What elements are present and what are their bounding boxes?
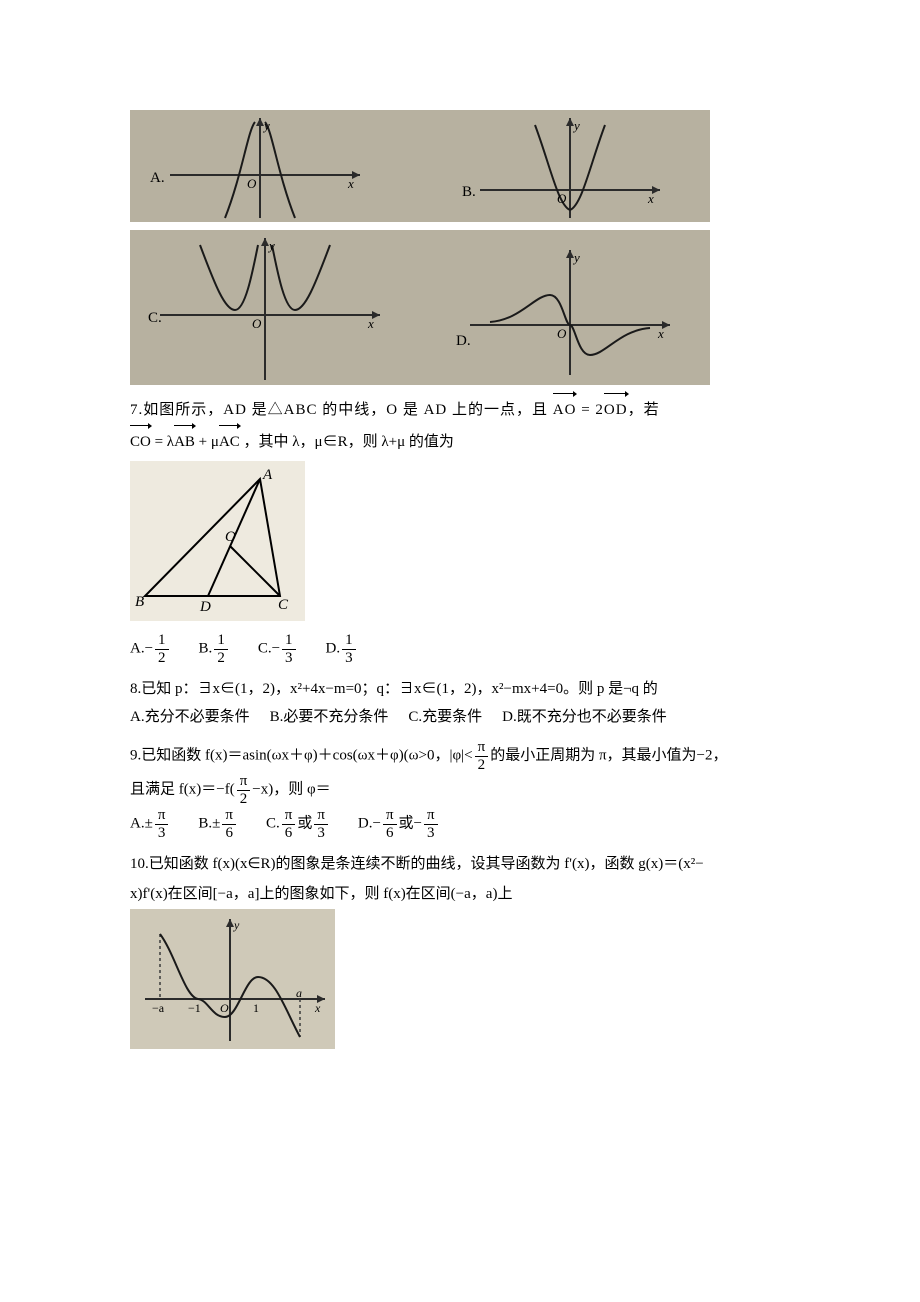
q6-graph-row-1: A. y O x B. y O x bbox=[130, 110, 790, 222]
svg-text:y: y bbox=[267, 238, 275, 253]
svg-text:x: x bbox=[314, 1001, 321, 1015]
q10-t1: 已知函数 f(x)(x∈R)的图象是条连续不断的曲线，设其导函数为 f'(x)，… bbox=[149, 856, 704, 872]
vec-ab: AB bbox=[174, 425, 195, 457]
svg-text:O: O bbox=[220, 1001, 229, 1015]
q7-choice-a: A.−12 bbox=[130, 632, 171, 666]
q7-figure: A B C D O bbox=[130, 461, 790, 632]
svg-text:D.: D. bbox=[456, 333, 471, 349]
svg-text:x: x bbox=[657, 326, 664, 341]
q9-line2: 且满足 f(x)＝−f(π2−x)，则 φ＝ bbox=[130, 773, 790, 807]
vec-ao: AO bbox=[553, 393, 577, 425]
vec-od: OD bbox=[604, 393, 628, 425]
svg-text:B.: B. bbox=[462, 184, 476, 200]
svg-text:A: A bbox=[262, 467, 273, 483]
graph-option-a: A. y O x B. y O x bbox=[130, 110, 710, 222]
svg-text:O: O bbox=[247, 176, 257, 191]
q7-text: 7.如图所示，AD 是△ABC 的中线，O 是 AD 上的一点，且 AO = 2… bbox=[130, 393, 790, 425]
svg-text:a: a bbox=[296, 986, 302, 1000]
q9-choices: A.±π3 B.±π6 C.π6或π3 D.−π6或−π3 bbox=[130, 807, 790, 841]
q9-number: 9. bbox=[130, 747, 141, 763]
q9-choice-b: B.±π6 bbox=[198, 807, 238, 841]
svg-text:x: x bbox=[647, 191, 654, 206]
q7-eq1: = 2 bbox=[576, 402, 603, 418]
q10-number: 10. bbox=[130, 856, 149, 872]
q9-choice-d: D.−π6或−π3 bbox=[358, 807, 440, 841]
q9-choice-a: A.±π3 bbox=[130, 807, 170, 841]
q8-choice-a: A.充分不必要条件 bbox=[130, 704, 250, 731]
svg-text:O: O bbox=[557, 191, 567, 206]
svg-text:x: x bbox=[367, 316, 374, 331]
q10-figure: −a −1 O 1 a x y bbox=[130, 909, 790, 1060]
q7-t1: 如图所示，AD 是△ABC 的中线，O 是 AD 上的一点，且 bbox=[143, 402, 553, 418]
q9-t4: −x)，则 φ＝ bbox=[252, 781, 330, 797]
svg-text:y: y bbox=[572, 118, 580, 133]
question-10: 10.已知函数 f(x)(x∈R)的图象是条连续不断的曲线，设其导函数为 f'(… bbox=[130, 849, 790, 1060]
question-7: 7.如图所示，AD 是△ABC 的中线，O 是 AD 上的一点，且 AO = 2… bbox=[130, 393, 790, 666]
svg-text:C.: C. bbox=[148, 310, 162, 326]
q9-line1: 9.已知函数 f(x)＝asin(ωx＋φ)＋cos(ωx＋φ)(ω>0，|φ|… bbox=[130, 739, 790, 773]
svg-text:x: x bbox=[347, 176, 354, 191]
svg-text:−a: −a bbox=[152, 1001, 165, 1015]
svg-text:D: D bbox=[199, 599, 211, 615]
q7-line: 7.如图所示，AD 是△ABC 的中线，O 是 AD 上的一点，且 AO = 2… bbox=[130, 402, 660, 418]
svg-text:y: y bbox=[572, 250, 580, 265]
svg-text:O: O bbox=[225, 529, 236, 545]
q7-choice-c: C.−13 bbox=[258, 632, 298, 666]
q7-text-2: CO = λAB + μAC ，其中 λ，μ∈R，则 λ+μ 的值为 bbox=[130, 425, 790, 457]
svg-text:A.: A. bbox=[150, 170, 165, 186]
graph-c-svg: C. y O x bbox=[130, 230, 420, 385]
svg-text:B: B bbox=[135, 594, 144, 610]
q7-choice-d: D.13 bbox=[326, 632, 358, 666]
q8-choice-b: B.必要不充分条件 bbox=[270, 704, 389, 731]
graph-a-svg: A. y O x bbox=[130, 110, 410, 222]
vec-ac: AC bbox=[219, 425, 240, 457]
question-9: 9.已知函数 f(x)＝asin(ωx＋φ)＋cos(ωx＋φ)(ω>0，|φ|… bbox=[130, 739, 790, 841]
q7-t3: ，其中 λ，μ∈R，则 λ+μ 的值为 bbox=[240, 434, 454, 450]
q9-t1: 已知函数 f(x)＝asin(ωx＋φ)＋cos(ωx＋φ)(ω>0，|φ|< bbox=[141, 747, 472, 763]
q8-number: 8. bbox=[130, 681, 141, 697]
q6-graph-row-2: C. y O x D. y O x bbox=[130, 230, 790, 385]
q8-body: 已知 p：∃x∈(1，2)，x²+4x−m=0；q：∃x∈(1，2)，x²−mx… bbox=[141, 681, 658, 697]
q7-choice-b: B.12 bbox=[199, 632, 230, 666]
q9-t2: 的最小正周期为 π，其最小值为−2， bbox=[490, 747, 727, 763]
q9-choice-c: C.π6或π3 bbox=[266, 807, 330, 841]
vec-co: CO bbox=[130, 425, 151, 457]
svg-text:C: C bbox=[278, 597, 289, 613]
q8-choice-d: D.既不充分也不必要条件 bbox=[502, 704, 667, 731]
svg-text:y: y bbox=[262, 118, 270, 133]
q7-choices: A.−12 B.12 C.−13 D.13 bbox=[130, 632, 790, 666]
q8-choice-c: C.充要条件 bbox=[408, 704, 482, 731]
q10-line1: 10.已知函数 f(x)(x∈R)的图象是条连续不断的曲线，设其导函数为 f'(… bbox=[130, 849, 790, 879]
svg-text:O: O bbox=[557, 326, 567, 341]
q7-eq2: = λ bbox=[151, 434, 174, 450]
q8-choices: A.充分不必要条件 B.必要不充分条件 C.充要条件 D.既不充分也不必要条件 bbox=[130, 704, 790, 731]
q10-line2: x)f'(x)在区间[−a，a]上的图象如下，则 f(x)在区间(−a，a)上 bbox=[130, 879, 790, 909]
q7-number: 7. bbox=[130, 402, 143, 418]
q7-t2: ，若 bbox=[628, 402, 660, 418]
graph-b-svg: B. y O x bbox=[450, 110, 710, 222]
svg-text:O: O bbox=[252, 316, 262, 331]
q10-t2: x)f'(x)在区间[−a，a]上的图象如下，则 f(x)在区间(−a，a)上 bbox=[130, 886, 512, 902]
svg-text:y: y bbox=[233, 918, 240, 932]
question-8: 8.已知 p：∃x∈(1，2)，x²+4x−m=0；q：∃x∈(1，2)，x²−… bbox=[130, 674, 790, 731]
svg-text:−1: −1 bbox=[188, 1001, 201, 1015]
svg-text:1: 1 bbox=[253, 1001, 259, 1015]
graph-d-svg: D. y O x bbox=[440, 230, 710, 385]
q8-text: 8.已知 p：∃x∈(1，2)，x²+4x−m=0；q：∃x∈(1，2)，x²−… bbox=[130, 674, 790, 704]
graph-option-c: C. y O x D. y O x bbox=[130, 230, 710, 385]
q9-t3: 且满足 f(x)＝−f( bbox=[130, 781, 235, 797]
q7-eq3: + μ bbox=[195, 434, 219, 450]
